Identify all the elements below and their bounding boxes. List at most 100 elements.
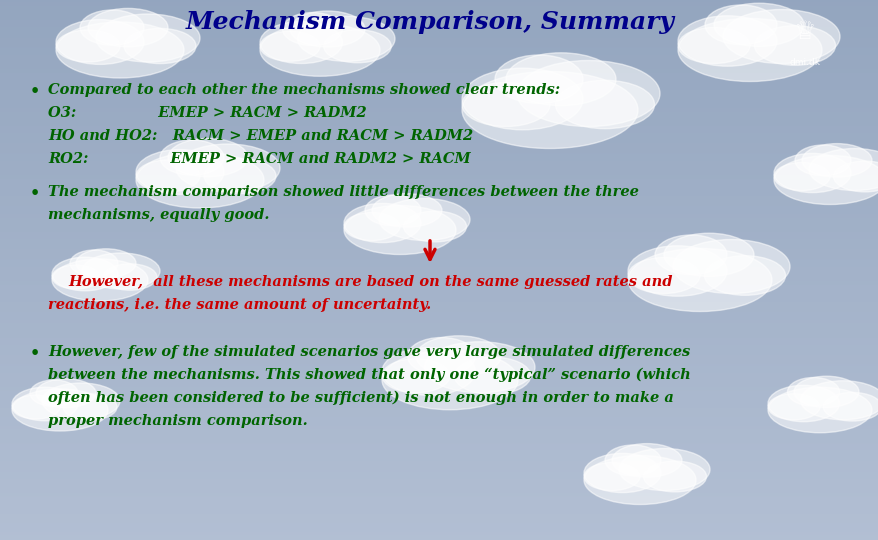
Ellipse shape: [260, 24, 379, 76]
Ellipse shape: [774, 156, 878, 205]
Ellipse shape: [124, 29, 196, 64]
Ellipse shape: [808, 148, 878, 191]
Ellipse shape: [767, 386, 838, 422]
Ellipse shape: [204, 158, 276, 194]
Ellipse shape: [583, 456, 695, 504]
Ellipse shape: [462, 71, 637, 148]
Text: The mechanism comparison showed little differences between the three: The mechanism comparison showed little d…: [48, 185, 638, 199]
Ellipse shape: [627, 248, 771, 312]
Ellipse shape: [343, 204, 421, 242]
Ellipse shape: [643, 461, 706, 492]
Ellipse shape: [297, 16, 394, 61]
Ellipse shape: [88, 9, 168, 47]
Ellipse shape: [713, 3, 803, 46]
Ellipse shape: [403, 211, 466, 242]
Ellipse shape: [654, 235, 726, 275]
Ellipse shape: [774, 153, 850, 193]
Ellipse shape: [723, 10, 839, 64]
Text: dmi.dk: dmi.dk: [788, 58, 819, 67]
Ellipse shape: [627, 246, 726, 296]
Ellipse shape: [96, 14, 200, 62]
Ellipse shape: [12, 395, 60, 419]
Ellipse shape: [343, 213, 399, 240]
Ellipse shape: [56, 19, 144, 64]
Ellipse shape: [290, 11, 364, 47]
Ellipse shape: [80, 10, 144, 45]
Text: Mechanism Comparison, Summary: Mechanism Comparison, Summary: [185, 10, 673, 34]
Text: However, few of the simulated scenarios gave very large simulated differences: However, few of the simulated scenarios …: [48, 345, 689, 359]
Ellipse shape: [801, 144, 871, 177]
Text: O3:                EMEP > RACM > RADM2: O3: EMEP > RACM > RADM2: [48, 106, 366, 120]
Ellipse shape: [832, 161, 878, 192]
Ellipse shape: [168, 138, 248, 177]
Ellipse shape: [160, 140, 224, 175]
Ellipse shape: [136, 160, 200, 192]
Ellipse shape: [12, 387, 78, 421]
Ellipse shape: [774, 163, 829, 191]
Ellipse shape: [260, 22, 342, 64]
Ellipse shape: [56, 30, 120, 62]
Ellipse shape: [136, 150, 224, 194]
Ellipse shape: [506, 53, 615, 106]
Ellipse shape: [364, 195, 421, 226]
Text: reactions, i.e. the same amount of uncertainty.: reactions, i.e. the same amount of uncer…: [48, 298, 431, 312]
Ellipse shape: [663, 233, 753, 276]
Text: HO and HO2:   RACM > EMEP and RACM > RADM2: HO and HO2: RACM > EMEP and RACM > RADM2: [48, 129, 472, 143]
Ellipse shape: [793, 376, 858, 407]
Ellipse shape: [703, 256, 785, 295]
Text: Compared to each other the mechanisms showed clear trends:: Compared to each other the mechanisms sh…: [48, 83, 559, 97]
Text: mechanisms, equally good.: mechanisms, equally good.: [48, 208, 270, 222]
Ellipse shape: [555, 80, 654, 129]
Ellipse shape: [378, 199, 470, 240]
Ellipse shape: [787, 377, 838, 406]
Ellipse shape: [767, 394, 819, 420]
Ellipse shape: [82, 253, 160, 289]
Ellipse shape: [103, 264, 157, 290]
Ellipse shape: [794, 145, 850, 176]
Ellipse shape: [462, 83, 550, 126]
Ellipse shape: [415, 336, 500, 376]
Ellipse shape: [604, 445, 660, 476]
Ellipse shape: [30, 380, 78, 407]
Ellipse shape: [677, 16, 776, 66]
Ellipse shape: [516, 60, 659, 126]
Ellipse shape: [424, 342, 535, 393]
Ellipse shape: [494, 55, 582, 103]
Ellipse shape: [753, 26, 835, 65]
Ellipse shape: [382, 348, 475, 395]
Ellipse shape: [382, 359, 450, 393]
Ellipse shape: [627, 258, 699, 294]
Ellipse shape: [136, 152, 263, 208]
Ellipse shape: [454, 357, 530, 394]
Text: However,  all these mechanisms are based on the same guessed rates and: However, all these mechanisms are based …: [68, 275, 672, 289]
Text: •: •: [30, 345, 40, 362]
Ellipse shape: [677, 28, 749, 64]
Ellipse shape: [42, 383, 120, 419]
Ellipse shape: [800, 381, 878, 420]
Ellipse shape: [673, 240, 789, 294]
Ellipse shape: [618, 449, 709, 490]
Ellipse shape: [260, 31, 320, 61]
Ellipse shape: [52, 257, 118, 291]
Ellipse shape: [12, 389, 108, 431]
Ellipse shape: [63, 394, 117, 420]
Text: •: •: [30, 83, 40, 100]
Ellipse shape: [323, 30, 391, 63]
Ellipse shape: [823, 393, 878, 421]
Text: proper mechanism comparison.: proper mechanism comparison.: [48, 414, 307, 428]
Ellipse shape: [371, 194, 442, 227]
Text: often has been considered to be sufficient) is not enough in order to make a: often has been considered to be sufficie…: [48, 391, 673, 406]
Ellipse shape: [76, 249, 136, 278]
Ellipse shape: [52, 265, 100, 289]
Ellipse shape: [407, 338, 475, 375]
Ellipse shape: [176, 144, 280, 192]
Text: ♕: ♕: [793, 19, 815, 44]
Ellipse shape: [343, 206, 456, 254]
Ellipse shape: [583, 462, 639, 490]
Ellipse shape: [583, 454, 660, 492]
Ellipse shape: [56, 22, 184, 78]
Ellipse shape: [282, 12, 342, 45]
Ellipse shape: [382, 350, 517, 410]
Text: RO2:                EMEP > RACM and RADM2 > RACM: RO2: EMEP > RACM and RADM2 > RACM: [48, 152, 471, 166]
Ellipse shape: [611, 443, 681, 477]
